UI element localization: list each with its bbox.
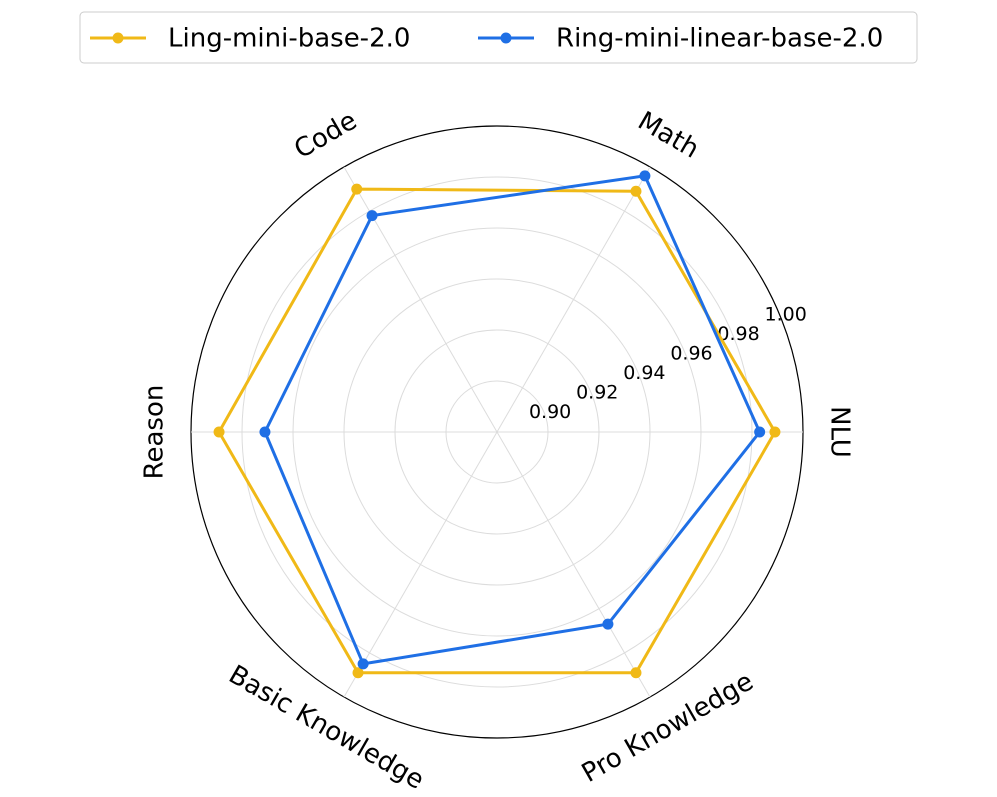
- category-label: Pro Knowledge: [577, 667, 759, 789]
- r-tick-label: 0.94: [623, 362, 665, 384]
- legend-label: Ring-mini-linear-base-2.0: [556, 24, 883, 54]
- r-tick-label: 1.00: [765, 303, 807, 325]
- spoke: [343, 431, 498, 698]
- series-line: [263, 174, 762, 666]
- legend-marker: [112, 32, 124, 44]
- category-label: NLU: [825, 406, 855, 458]
- r-tick-label: 0.98: [717, 323, 759, 345]
- marker: [630, 667, 642, 679]
- marker: [259, 426, 271, 438]
- marker: [630, 185, 642, 197]
- category-label: Reason: [140, 385, 170, 480]
- r-tick-label: 0.90: [529, 401, 571, 423]
- spoke: [496, 166, 651, 433]
- marker: [754, 426, 766, 438]
- category-label: Code: [289, 106, 362, 165]
- marker: [639, 170, 651, 182]
- category-label: Basic Knowledge: [223, 660, 429, 796]
- r-tick-label: 0.96: [670, 342, 712, 364]
- marker: [213, 426, 225, 438]
- legend-label: Ling-mini-base-2.0: [168, 24, 410, 54]
- spoke: [496, 431, 651, 698]
- marker: [351, 183, 363, 195]
- marker: [602, 618, 614, 630]
- spoke: [343, 166, 498, 433]
- r-tick-label: 0.92: [576, 381, 618, 403]
- category-label: Math: [633, 106, 704, 165]
- marker: [357, 658, 369, 670]
- marker: [352, 667, 364, 679]
- series-line: [217, 187, 777, 675]
- marker: [769, 426, 781, 438]
- marker: [366, 210, 378, 222]
- legend-marker: [500, 32, 512, 44]
